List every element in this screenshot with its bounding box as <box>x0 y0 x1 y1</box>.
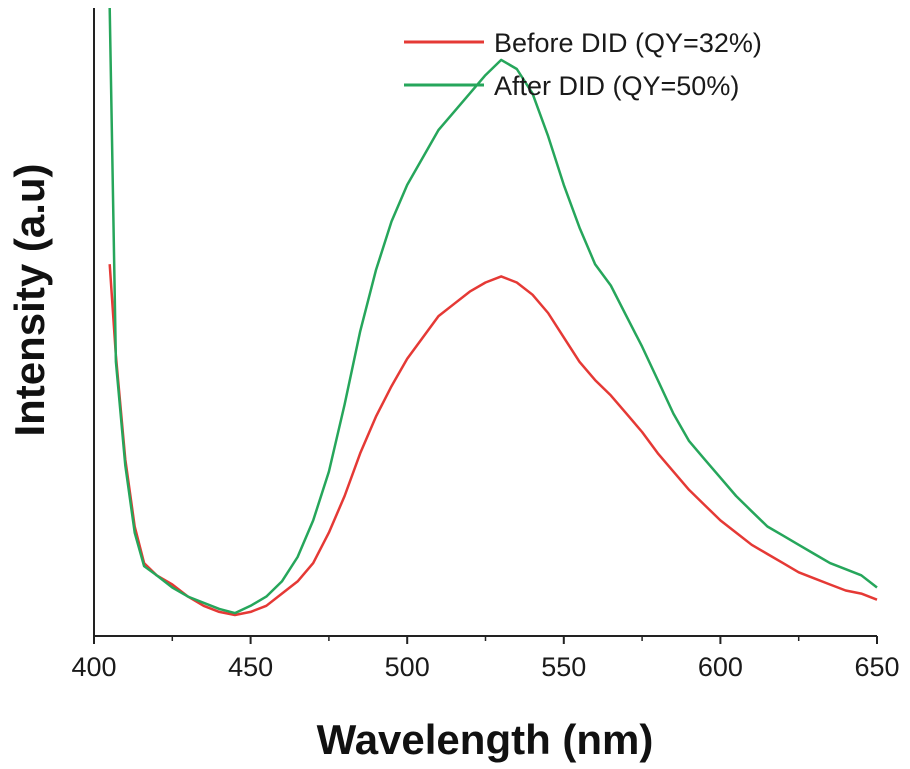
x-axis-title: Wavelength (nm) <box>317 716 654 763</box>
legend: Before DID (QY=32%) After DID (QY=50%) <box>404 28 762 101</box>
x-tick-label: 500 <box>385 652 430 682</box>
series-line-before-did <box>108 264 878 617</box>
x-tick-label: 650 <box>854 652 899 682</box>
legend-label-after: After DID (QY=50%) <box>494 71 739 101</box>
x-tick-label: 600 <box>698 652 743 682</box>
x-tick-label: 450 <box>228 652 273 682</box>
y-axis-title: Intensity (a.u) <box>6 163 53 436</box>
legend-label-before: Before DID (QY=32%) <box>494 28 762 58</box>
x-tick-label: 550 <box>541 652 586 682</box>
x-tick-label: 400 <box>71 652 116 682</box>
